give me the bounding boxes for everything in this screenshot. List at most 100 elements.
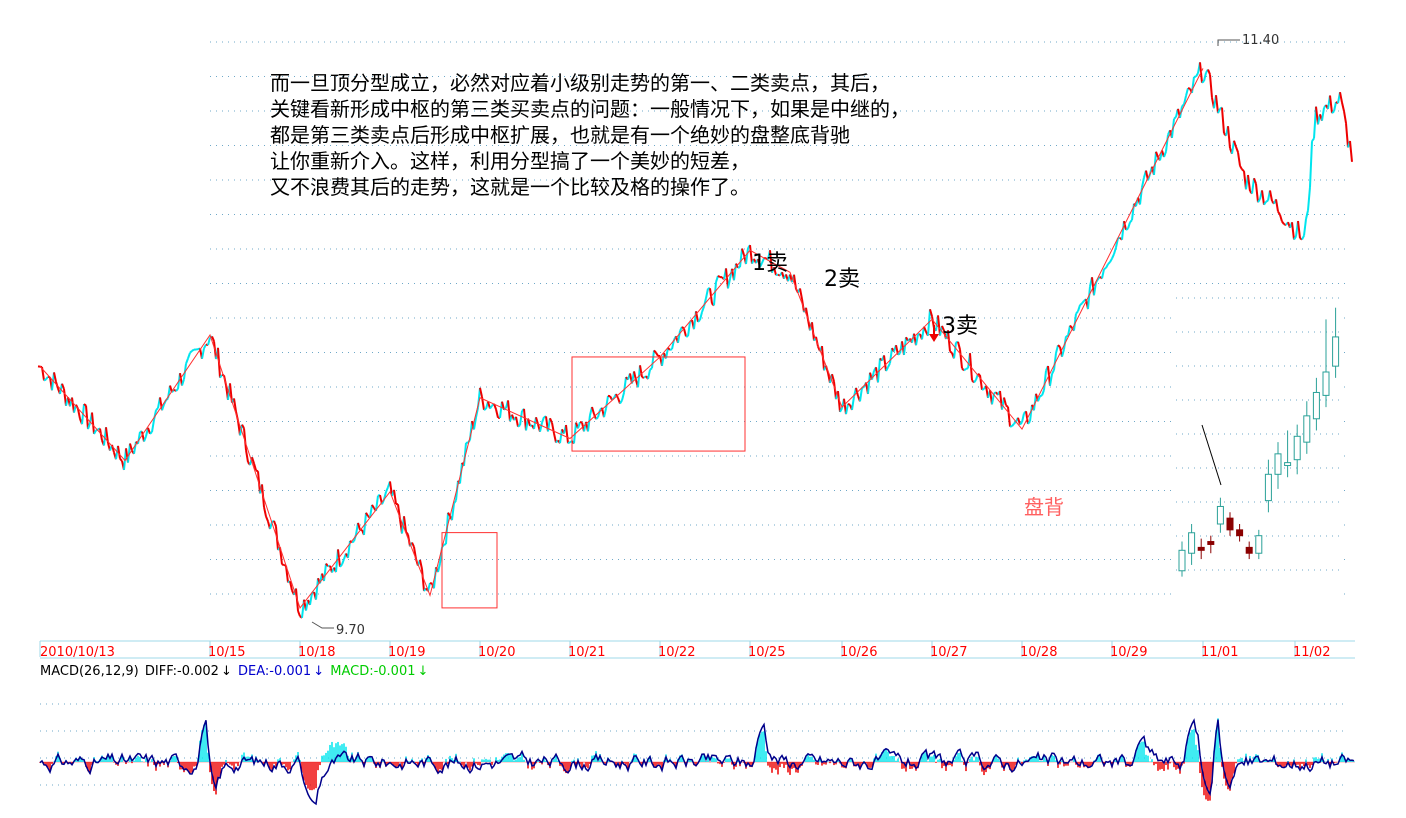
pivot-boxes — [441, 356, 746, 609]
inset-background — [1172, 296, 1344, 608]
price-segment — [623, 377, 627, 393]
price-segment — [251, 456, 255, 464]
price-segment — [1053, 352, 1057, 371]
annotation-line: 都是第三类卖点后形成中枢扩展，也就是有一个绝妙的盘整底背驰 — [270, 123, 850, 147]
price-segment — [667, 347, 671, 351]
price-segment — [1207, 69, 1211, 75]
price-segment — [1209, 74, 1213, 98]
price-segment — [1305, 210, 1309, 220]
price-segment — [1067, 325, 1071, 337]
price-segment — [745, 247, 749, 265]
price-segment — [451, 503, 455, 521]
price-segment — [1279, 214, 1283, 222]
price-segment — [591, 406, 595, 415]
price-segment — [845, 403, 849, 415]
price-segment — [365, 512, 369, 517]
price-segment — [419, 559, 423, 570]
sell3-arrow-icon — [929, 325, 939, 342]
price-segment — [1185, 87, 1189, 97]
high-price-label: 11.40 — [1242, 33, 1279, 48]
price-segment — [1227, 126, 1231, 149]
candle-body — [1303, 415, 1311, 443]
candle-body — [1322, 371, 1330, 396]
price-segment — [519, 410, 523, 426]
price-segment — [1293, 235, 1297, 241]
price-segment — [443, 543, 447, 546]
price-segment — [339, 563, 343, 568]
price-segment — [187, 352, 191, 359]
price-segment — [1163, 151, 1167, 158]
price-segment — [1329, 95, 1333, 114]
price-segment — [85, 405, 89, 430]
price-segment — [1307, 186, 1311, 211]
price-segment — [1265, 199, 1269, 203]
price-segment — [655, 352, 659, 357]
candle-body — [1332, 336, 1340, 367]
price-segment — [1183, 95, 1187, 105]
price-segment — [1029, 404, 1033, 422]
price-segment — [1121, 221, 1125, 240]
sell3-label: 3卖 — [942, 314, 978, 339]
candle-body — [1255, 535, 1263, 554]
price-segment — [699, 311, 703, 321]
price-segment — [859, 387, 863, 402]
x-tick-label: 11/01 — [1201, 645, 1238, 660]
price-segment — [717, 274, 721, 278]
macd-diff: DIFF:-0.002 — [144, 664, 219, 679]
price-segment — [1251, 178, 1255, 194]
annotation-line: 而一旦顶分型成立，必然对应着小级别走势的第一、二类卖点，其后， — [270, 71, 890, 95]
price-segment — [1221, 107, 1225, 134]
price-segment — [357, 522, 361, 531]
price-segment — [1277, 210, 1281, 216]
price-segment — [181, 378, 185, 386]
price-segment — [1125, 227, 1129, 231]
price-segment — [1025, 411, 1029, 425]
price-segment — [1123, 220, 1127, 231]
price-segment — [839, 407, 843, 413]
price-segment — [1077, 304, 1081, 312]
price-segment — [889, 348, 893, 364]
price-segment — [1297, 220, 1301, 239]
price-segment — [1341, 102, 1345, 112]
sell1-label: 1卖 — [752, 251, 788, 276]
price-segment — [1055, 344, 1059, 354]
price-segment — [203, 344, 207, 349]
price-segment — [649, 367, 653, 371]
price-segment — [739, 248, 743, 268]
price-segment — [219, 374, 223, 379]
macd-title: MACD(26,12,9) — [40, 664, 139, 679]
price-segment — [921, 326, 925, 340]
price-segment — [161, 404, 165, 411]
x-tick-label: 10/28 — [1020, 645, 1057, 660]
price-segment — [1019, 421, 1023, 426]
price-segment — [137, 431, 141, 444]
x-tick-label: 10/26 — [840, 645, 877, 660]
price-segment — [1111, 253, 1115, 259]
price-segment — [233, 398, 237, 412]
price-segment — [437, 563, 441, 573]
price-segment — [1291, 222, 1295, 240]
x-tick-label: 2010/10/13 — [40, 645, 115, 660]
price-segment — [463, 442, 467, 466]
price-segment — [1339, 91, 1343, 103]
price-segment — [489, 405, 493, 410]
candle-body — [1264, 473, 1272, 502]
price-segment — [727, 278, 731, 289]
price-segment — [799, 288, 803, 300]
price-segment — [479, 387, 483, 398]
price-segment — [1241, 168, 1245, 172]
price-segment — [151, 419, 155, 433]
candle-body — [1245, 546, 1253, 554]
price-segment — [1073, 313, 1077, 331]
macd-diff-line — [39, 718, 1355, 806]
price-segment — [941, 325, 945, 331]
price-segment — [541, 416, 545, 423]
price-segment — [1261, 190, 1265, 205]
macd-legend: MACD(26,12,9) DIFF:-0.002 ↓ DEA:-0.001 ↓ M… — [40, 664, 430, 679]
price-segment — [483, 408, 487, 411]
price-segment — [695, 311, 699, 323]
down-arrow-icon: ↓ — [417, 664, 429, 679]
price-segment — [573, 422, 577, 444]
candle-body — [1226, 517, 1234, 531]
